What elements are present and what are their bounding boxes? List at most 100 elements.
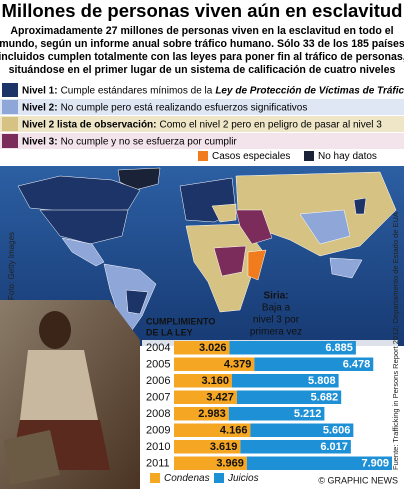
level-swatch [2, 83, 18, 97]
chart-title: CUMPLIMIENTO [146, 316, 215, 326]
value-label: 3.160 [201, 375, 229, 387]
level-description: Como el nivel 2 pero en peligro de pasar… [160, 119, 383, 130]
y-tick-label: 2010 [146, 441, 170, 453]
value-label: 5.212 [294, 408, 322, 420]
headline: Millones de personas viven aún en esclav… [2, 0, 403, 21]
annotation-line: nivel 3 por [253, 315, 300, 326]
central-africa [213, 245, 247, 277]
value-label: 4.166 [220, 425, 248, 437]
level-row [0, 133, 404, 149]
bar [236, 390, 342, 404]
y-tick-label: 2007 [146, 392, 170, 404]
source: Fuente: Trafficking in Persons Report 20… [391, 212, 400, 470]
legend-label: Juicios [227, 473, 259, 484]
nodata-text: No hay datos [318, 151, 377, 162]
value-label: 3.969 [216, 458, 244, 470]
china [299, 209, 351, 245]
level-text: Nivel 3: No cumple y no se esfuerza por c… [22, 136, 237, 147]
level-emphasis: Ley de Protección de Víctimas de Tráfico [215, 85, 404, 96]
chart-title: DE LA LEY [146, 327, 193, 337]
bar [246, 456, 392, 470]
annotation: Siria: Baja a nivel 3 por primera vez [250, 291, 302, 338]
intro: Aproximadamente 27 millones de personas … [0, 25, 404, 76]
bar [174, 357, 255, 371]
bar [231, 374, 339, 388]
level-row [0, 99, 404, 115]
annotation-title: Siria: [263, 291, 288, 302]
canada [17, 175, 141, 213]
bar [228, 407, 325, 421]
bar [174, 390, 237, 404]
level-row [0, 82, 404, 98]
y-tick-label: 2008 [146, 408, 170, 420]
level-label: Nivel 1: [22, 85, 58, 96]
bar [229, 341, 356, 355]
intro-line: situándose en el primer lugar de un sist… [9, 64, 396, 76]
legend-swatch [150, 473, 160, 483]
level-description: No cumple pero está realizando esfuerzos… [61, 102, 308, 113]
level-text: Nivel 2: No cumple pero está realizando e… [22, 102, 307, 113]
photo-shirt [20, 350, 98, 420]
photo [0, 300, 140, 489]
y-tick-label: 2011 [146, 458, 170, 470]
legend-label: Condenas [164, 473, 210, 484]
value-label: 5.682 [311, 392, 339, 404]
intro-line: mundo, según un informe anual sobre tráf… [0, 38, 404, 50]
bar [174, 456, 247, 470]
bar [174, 423, 251, 437]
law-chart: CUMPLIMIENTO DE LA LEY 2004 3.026 6.885 200… [142, 316, 398, 484]
usa [39, 209, 129, 245]
colombia-chile [125, 289, 149, 315]
value-label: 3.427 [206, 392, 234, 404]
level-swatch [2, 100, 18, 114]
credit: © GRAPHIC NEWS [318, 475, 398, 485]
bar [254, 357, 374, 371]
balkans [211, 203, 237, 223]
value-label: 3.026 [199, 342, 227, 354]
y-tick-label: 2004 [146, 342, 170, 354]
world-map [17, 167, 397, 337]
level-label: Nivel 3: [22, 136, 58, 147]
level-label: Nivel 2 lista de observación: [22, 119, 157, 130]
special-swatch [198, 151, 208, 161]
value-label: 5.606 [323, 425, 351, 437]
value-label: 4.379 [224, 359, 252, 371]
y-tick-label: 2005 [146, 359, 170, 371]
y-tick-label: 2006 [146, 375, 170, 387]
mexico [61, 237, 105, 267]
nodata-swatch [304, 151, 314, 161]
korea [353, 197, 367, 215]
intro-line: Aproximadamente 27 millones de personas … [10, 25, 393, 37]
southeast-asia [329, 257, 363, 279]
greenland [117, 167, 161, 191]
level-text: Nivel 2 lista de observación: Como el niv… [22, 119, 382, 130]
value-label: 6.478 [343, 359, 371, 371]
value-label: 5.808 [308, 375, 336, 387]
value-label: 7.909 [361, 458, 389, 470]
value-label: 3.619 [210, 441, 238, 453]
value-label: 2.983 [198, 408, 226, 420]
level-legend: Nivel 1: Cumple estándares mínimos de la L… [0, 82, 404, 162]
level-description: No cumple y no se esfuerza por cumplir [61, 136, 238, 147]
y-tick-label: 2009 [146, 425, 170, 437]
bar [174, 440, 241, 454]
somalia [247, 249, 267, 281]
bar [174, 341, 230, 355]
photo-head [39, 311, 71, 349]
level-text: Nivel 1: Cumple estándares mínimos de la L… [22, 85, 404, 96]
annotation-line: Baja a [262, 303, 291, 314]
level-swatch [2, 134, 18, 148]
level-description: Cumple estándares mínimos de la [61, 85, 213, 96]
intro-line: incluidos cumplen totalmente con las ley… [0, 51, 404, 63]
level-label: Nivel 2: [22, 102, 58, 113]
bar [240, 440, 351, 454]
special-text: Casos especiales [212, 151, 290, 162]
value-label: 6.017 [320, 441, 348, 453]
annotation-line: primera vez [250, 327, 302, 338]
legend-swatch [214, 473, 224, 483]
bar [174, 374, 232, 388]
bar [174, 407, 229, 421]
photo-basket [4, 430, 60, 485]
bar [250, 423, 354, 437]
